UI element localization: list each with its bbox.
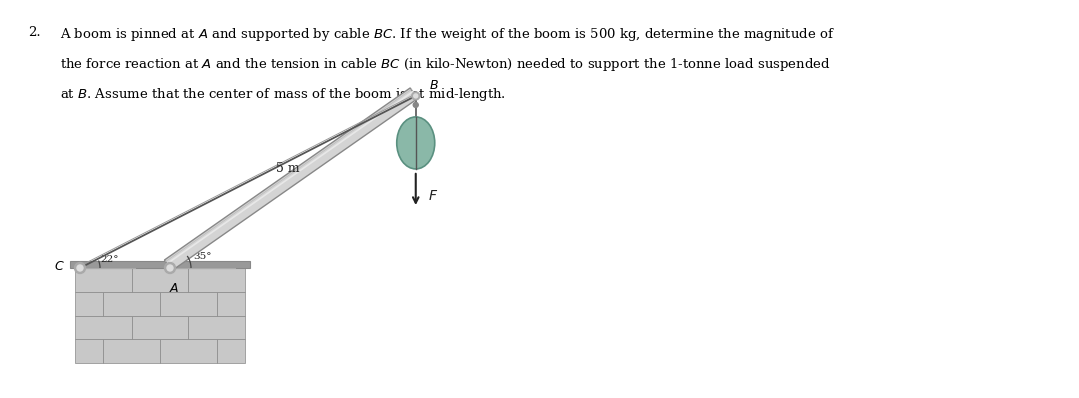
Bar — [76, 292, 104, 316]
Text: 5 m: 5 m — [276, 162, 299, 175]
Text: 35°: 35° — [193, 252, 211, 261]
Circle shape — [164, 263, 176, 273]
Circle shape — [413, 102, 419, 107]
Bar — [132, 268, 189, 292]
Bar — [104, 292, 160, 316]
Text: A boom is pinned at $A$ and supported by cable $BC$. If the weight of the boom i: A boom is pinned at $A$ and supported by… — [60, 26, 835, 43]
Circle shape — [413, 94, 418, 98]
Circle shape — [412, 92, 420, 100]
Bar — [160, 339, 217, 363]
Bar — [217, 339, 245, 363]
Text: the force reaction at $A$ and the tension in cable $BC$ (in kilo-Newton) needed : the force reaction at $A$ and the tensio… — [60, 56, 831, 73]
Bar — [189, 268, 245, 292]
Bar — [132, 316, 189, 339]
Text: $C$: $C$ — [54, 259, 65, 273]
Text: 22°: 22° — [100, 255, 120, 264]
Bar — [70, 261, 250, 268]
Text: $F$: $F$ — [427, 189, 438, 203]
Text: 2.: 2. — [28, 26, 41, 39]
Bar — [76, 316, 132, 339]
Bar — [189, 316, 245, 339]
Bar — [217, 292, 245, 316]
Text: $B$: $B$ — [428, 79, 438, 92]
Text: $A$: $A$ — [168, 282, 179, 295]
Ellipse shape — [397, 117, 435, 169]
Bar — [76, 268, 132, 292]
Circle shape — [77, 265, 83, 271]
Bar — [160, 292, 217, 316]
Circle shape — [167, 265, 173, 271]
Polygon shape — [164, 88, 418, 271]
Circle shape — [74, 263, 85, 273]
Bar — [76, 339, 104, 363]
Bar — [104, 339, 160, 363]
Text: at $B$. Assume that the center of mass of the boom is at mid-length.: at $B$. Assume that the center of mass o… — [60, 86, 506, 103]
